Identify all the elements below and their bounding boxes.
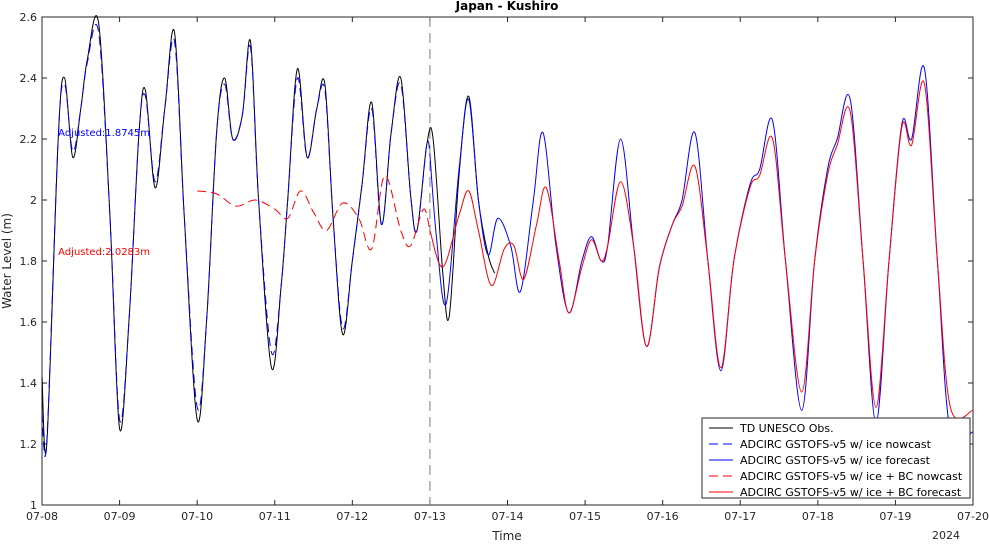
series-layer <box>41 15 974 457</box>
series-line-4 <box>429 80 974 420</box>
x-tick-label: 07-09 <box>104 510 136 523</box>
x-axis-year-label: 2024 <box>932 529 960 541</box>
adjusted-annotation: Adjusted:1.8745m <box>58 128 150 139</box>
legend-box <box>701 417 971 499</box>
legend-label: ADCIRC GSTOFS-v5 w/ ice forecast <box>740 454 931 467</box>
x-axis-label: Time <box>491 529 521 541</box>
legend-label: ADCIRC GSTOFS-v5 w/ ice nowcast <box>740 438 932 451</box>
x-tick-label: 07-16 <box>647 510 679 523</box>
x-tick-label: 07-08 <box>26 510 58 523</box>
axis-ticks: 07-08 07-09 07-10 07-11 07-12 07-13 07-14 07-15… <box>20 11 989 523</box>
adjusted-annotation: Adjusted:2.0283m <box>58 247 150 258</box>
y-tick-label: 1 <box>30 499 37 512</box>
y-tick-label: 1.8 <box>20 255 38 268</box>
x-tick-label: 07-14 <box>492 510 524 523</box>
y-tick-label: 1.6 <box>20 316 38 329</box>
y-axis-label: Water Level (m) <box>0 213 14 309</box>
series-line-3 <box>197 175 431 251</box>
x-tick-label: 07-15 <box>569 510 601 523</box>
legend-items: TD UNESCO Obs. ADCIRC GSTOFS-v5 w/ ice no… <box>709 422 963 499</box>
x-tick-label: 07-11 <box>259 510 291 523</box>
x-tick-label: 07-18 <box>802 510 834 523</box>
x-tick-label: 07-20 <box>957 510 989 523</box>
series-line-2 <box>429 65 974 445</box>
y-tick-label: 1.4 <box>20 377 38 390</box>
legend-label: TD UNESCO Obs. <box>739 422 834 435</box>
y-tick-label: 2.4 <box>20 72 38 85</box>
series-line-0 <box>41 15 496 455</box>
x-tick-label: 07-12 <box>336 510 368 523</box>
x-tick-label: 07-19 <box>879 510 911 523</box>
legend-label: ADCIRC GSTOFS-v5 w/ ice + BC nowcast <box>740 470 963 483</box>
x-tick-label: 07-13 <box>414 510 446 523</box>
x-tick-label: 07-17 <box>724 510 756 523</box>
y-tick-label: 2.6 <box>20 11 38 24</box>
x-tick-label: 07-10 <box>181 510 213 523</box>
series-line-1 <box>41 23 431 457</box>
y-tick-label: 1.2 <box>20 438 38 451</box>
legend: TD UNESCO Obs. ADCIRC GSTOFS-v5 w/ ice no… <box>701 417 971 499</box>
y-tick-label: 2 <box>30 194 37 207</box>
legend-label: ADCIRC GSTOFS-v5 w/ ice + BC forecast <box>740 486 962 499</box>
annotation-layer: Adjusted:1.8745m Adjusted:2.0283m <box>58 128 150 258</box>
y-tick-label: 2.2 <box>20 133 38 146</box>
chart-title: Japan - Kushiro <box>455 0 559 13</box>
